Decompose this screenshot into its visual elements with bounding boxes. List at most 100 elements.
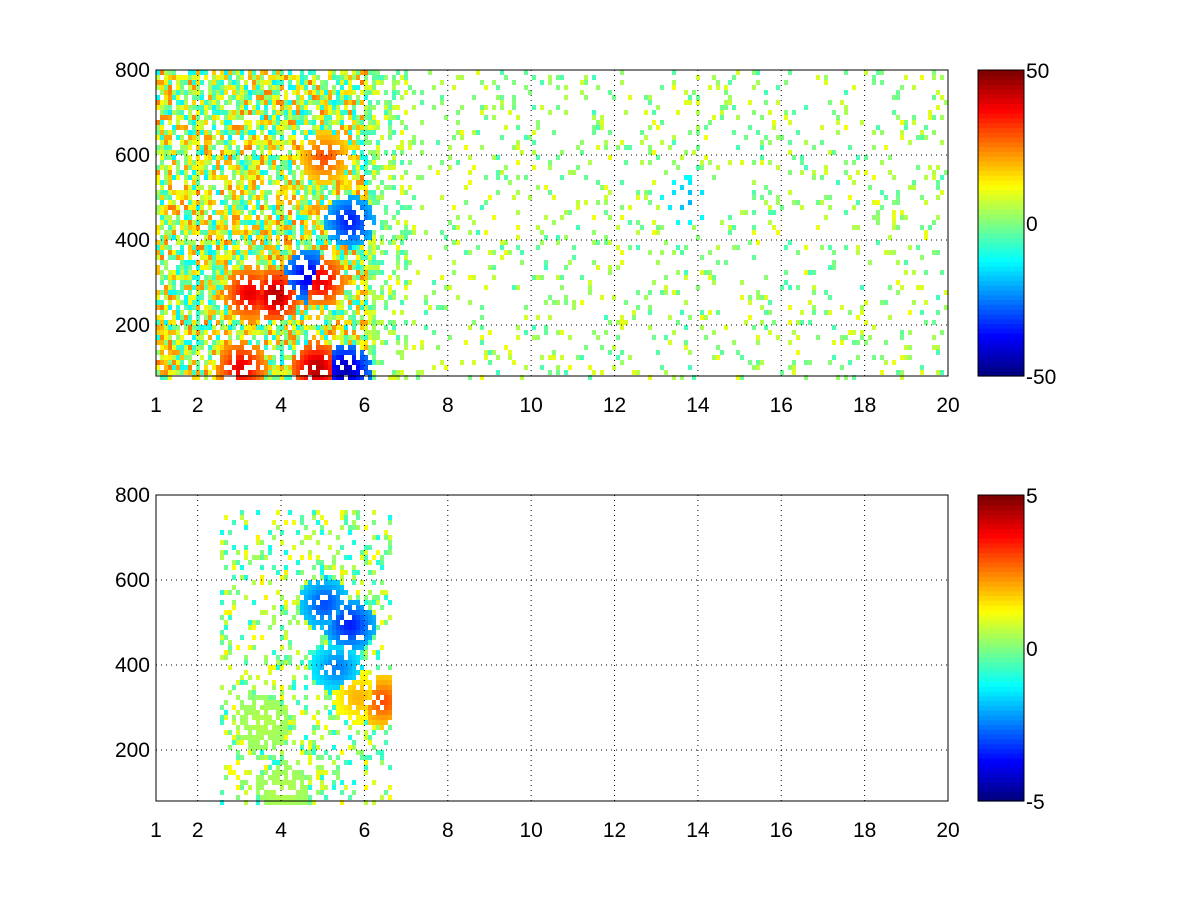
heatmap-cell [280,105,284,110]
heatmap-cell [272,320,276,325]
heatmap-cell [280,155,284,160]
heatmap-cell [248,140,252,145]
heatmap-cell [356,125,360,130]
heatmap-cell [200,130,204,135]
heatmap-cell [288,340,292,345]
heatmap-cell [384,115,388,120]
heatmap-cell [288,85,292,90]
heatmap-cell [400,235,404,240]
heatmap-cell [252,240,256,245]
heatmap-cell [304,610,308,615]
heatmap-cell [388,125,392,130]
heatmap-cell [244,145,248,150]
heatmap-cell [296,215,300,220]
heatmap-cell [388,600,392,605]
heatmap-cell [172,340,176,345]
heatmap-cell [688,220,692,225]
heatmap-cell [244,330,248,335]
heatmap-cell [240,100,244,105]
heatmap-cell [264,705,268,710]
heatmap-cell [296,530,300,535]
heatmap-cell [244,310,248,315]
heatmap-cell [232,740,236,745]
heatmap-cell [272,520,276,525]
heatmap-cell [372,160,376,165]
heatmap-cell [216,175,220,180]
heatmap-cell [284,325,288,330]
heatmap-cell [172,325,176,330]
heatmap-cell [224,360,228,365]
heatmap-cell [336,100,340,105]
heatmap-cell [324,585,328,590]
heatmap-cell [300,515,304,520]
heatmap-cell [336,375,340,380]
heatmap-cell [860,310,864,315]
heatmap-cell [176,345,180,350]
heatmap-cell [308,150,312,155]
heatmap-cell [260,705,264,710]
colorbar-segment [978,581,1024,587]
heatmap-cell [184,125,188,130]
heatmap-cell [304,615,308,620]
heatmap-cell [236,785,240,790]
heatmap-cell [368,260,372,265]
heatmap-cell [336,535,340,540]
heatmap-cell [284,660,288,665]
heatmap-cell [588,290,592,295]
heatmap-cell [264,355,268,360]
heatmap-cell [272,725,276,730]
heatmap-cell [696,285,700,290]
heatmap-cell [384,210,388,215]
heatmap-cell [232,325,236,330]
heatmap-cell [348,650,352,655]
heatmap-cell [316,275,320,280]
heatmap-cell [240,565,244,570]
heatmap-cell [196,125,200,130]
heatmap-cell [344,105,348,110]
heatmap-cell [696,100,700,105]
heatmap-cell [764,200,768,205]
heatmap-cell [292,770,296,775]
heatmap-cell [304,135,308,140]
heatmap-cell [276,120,280,125]
heatmap-cell [208,285,212,290]
heatmap-cell [260,180,264,185]
heatmap-cell [544,260,548,265]
heatmap-cell [356,645,360,650]
heatmap-cell [492,115,496,120]
heatmap-cell [632,315,636,320]
colorbar-segment [978,256,1024,262]
heatmap-cell [736,245,740,250]
heatmap-cell [328,115,332,120]
heatmap-cell [188,270,192,275]
heatmap-cell [340,375,344,380]
heatmap-cell [384,110,388,115]
colorbar-segment [978,609,1024,616]
heatmap-cell [564,265,568,270]
heatmap-cell [368,705,372,710]
heatmap-cell [264,300,268,305]
heatmap-cell [832,265,836,270]
heatmap-cell [400,175,404,180]
heatmap-cell [324,240,328,245]
heatmap-cell [564,300,568,305]
heatmap-cell [316,215,320,220]
heatmap-cell [204,135,208,140]
heatmap-cell [352,630,356,635]
heatmap-cell [260,795,264,800]
heatmap-cell [164,265,168,270]
heatmap-cell [200,160,204,165]
heatmap-cell [844,105,848,110]
heatmap-cell [164,375,168,380]
heatmap-cell [236,180,240,185]
heatmap-cell [240,290,244,295]
heatmap-cell [328,265,332,270]
heatmap-cell [308,760,312,765]
heatmap-cell [360,715,364,720]
heatmap-cell [196,110,200,115]
heatmap-cell [448,165,452,170]
colorbar-segment [978,691,1024,697]
heatmap-cell [360,185,364,190]
heatmap-cell [748,100,752,105]
heatmap-cell [248,750,252,755]
